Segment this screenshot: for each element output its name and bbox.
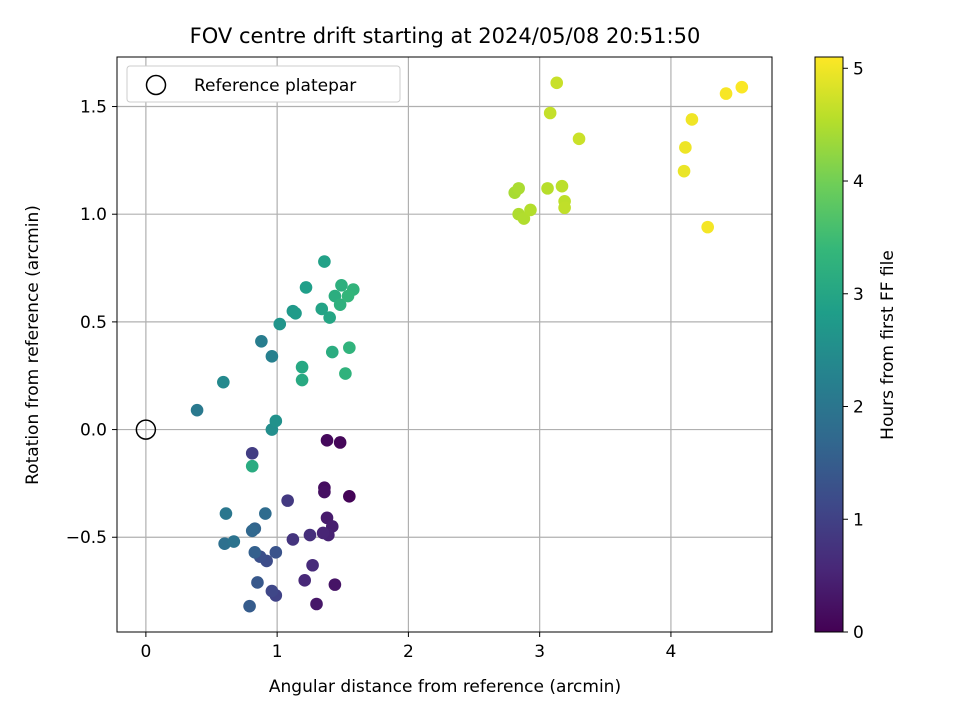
colorbar-tick-label: 4	[853, 172, 864, 192]
reference-layer	[135, 419, 157, 440]
data-point	[339, 367, 352, 380]
plot-frame	[116, 56, 773, 633]
data-point	[572, 132, 586, 146]
x-axis-label: Angular distance from reference (arcmin)	[269, 677, 621, 697]
x-gridlines	[145, 57, 672, 632]
data-point	[248, 546, 262, 559]
data-point	[245, 446, 259, 460]
data-point	[259, 507, 272, 520]
data-point	[320, 434, 334, 447]
x-tick-label: 1	[272, 642, 283, 662]
data-point	[328, 578, 342, 591]
plot-background	[117, 57, 772, 632]
x-tick-label: 0	[140, 642, 151, 662]
colorbar: 0 1 2 3 4 5 Hours from first FF file	[814, 56, 898, 643]
colorbar-tick-label: 5	[853, 59, 864, 79]
data-point	[227, 535, 241, 548]
colorbar-tick-label: 1	[853, 510, 864, 530]
data-point	[735, 80, 749, 94]
data-point	[512, 182, 525, 195]
chart-title: FOV centre drift starting at 2024/05/08 …	[190, 24, 701, 48]
colorbar-scale	[814, 56, 844, 633]
data-point	[299, 281, 313, 294]
y-tick-label: 1.0	[80, 205, 107, 225]
data-point	[295, 373, 309, 387]
data-point	[343, 490, 356, 503]
data-point	[550, 76, 564, 90]
y-axis-label: Rotation from reference (arcmin)	[23, 205, 43, 485]
data-point	[289, 306, 302, 320]
reference-point	[135, 419, 157, 440]
data-point	[265, 350, 279, 363]
data-point	[255, 334, 268, 348]
data-point	[298, 574, 312, 587]
y-tick-label: −0.5	[66, 528, 107, 548]
x-axis-ticks: 0 1 2 3 4	[140, 632, 676, 662]
legend-entry-reference: Reference platepar	[194, 76, 356, 96]
data-point	[316, 526, 330, 540]
legend: Reference platepar	[126, 65, 401, 103]
data-point	[318, 255, 331, 268]
colorbar-tick-label: 0	[853, 623, 864, 643]
plot-area: 0 1 2 3 4 −0.5 0.0 0.5 1.0 1.5 Reference platepa…	[66, 56, 773, 662]
data-point	[251, 576, 264, 589]
data-point	[543, 106, 557, 120]
data-point	[335, 278, 348, 292]
y-tick-label: 0.0	[80, 421, 107, 441]
data-point	[281, 494, 294, 507]
y-gridlines	[117, 105, 772, 538]
data-point	[190, 403, 204, 417]
data-point	[524, 203, 537, 217]
data-point	[245, 459, 259, 473]
data-point	[685, 113, 699, 126]
data-point	[286, 533, 300, 546]
data-point	[679, 141, 692, 154]
data-point	[318, 485, 331, 499]
x-tick-label: 2	[403, 642, 414, 662]
data-point	[517, 212, 531, 225]
x-tick-label: 4	[666, 642, 677, 662]
data-point	[303, 528, 317, 542]
legend-marker-circle	[145, 74, 167, 96]
colorbar-label: Hours from first FF file	[878, 250, 898, 440]
data-point	[325, 345, 339, 359]
data-point	[541, 182, 554, 195]
y-axis-ticks: −0.5 0.0 0.5 1.0 1.5	[66, 98, 117, 548]
legend-box	[126, 65, 401, 103]
data-point	[677, 164, 691, 178]
data-point	[265, 584, 279, 598]
data-point	[295, 360, 309, 374]
data-point	[273, 317, 287, 331]
data-point	[245, 524, 259, 538]
data-point	[243, 599, 256, 613]
data-points	[190, 76, 749, 613]
data-point	[306, 558, 319, 572]
colorbar-ticks: 0 1 2 3 4 5	[843, 59, 864, 643]
x-tick-label: 3	[534, 642, 545, 662]
data-point	[719, 87, 733, 100]
data-point	[333, 298, 347, 311]
colorbar-tick-label: 2	[853, 398, 864, 418]
data-point	[323, 311, 336, 324]
data-point	[555, 179, 569, 193]
data-point	[341, 289, 355, 303]
data-point	[333, 436, 347, 449]
colorbar-tick-label: 3	[853, 285, 864, 305]
data-point	[701, 220, 714, 234]
data-point	[310, 597, 323, 611]
y-tick-label: 1.5	[80, 98, 107, 118]
data-point	[269, 546, 283, 559]
data-point	[558, 201, 571, 215]
y-tick-label: 0.5	[80, 313, 107, 333]
data-point	[315, 302, 329, 316]
data-point	[343, 341, 356, 355]
data-point	[219, 507, 233, 520]
data-point	[217, 375, 230, 389]
data-point	[269, 414, 283, 428]
